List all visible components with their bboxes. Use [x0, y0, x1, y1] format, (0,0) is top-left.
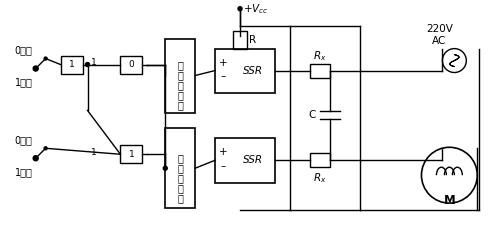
Circle shape: [33, 66, 38, 71]
Bar: [310, 64, 330, 78]
Text: 下: 下: [178, 153, 183, 163]
Text: $R_x$: $R_x$: [313, 171, 326, 185]
Circle shape: [44, 147, 47, 150]
Text: +: +: [219, 58, 228, 67]
Text: AC: AC: [432, 36, 446, 46]
Text: $+V_{cc}$: $+V_{cc}$: [243, 2, 268, 16]
Text: 0正转: 0正转: [15, 135, 32, 145]
Text: –: –: [220, 161, 226, 171]
Text: $R_x$: $R_x$: [313, 50, 326, 63]
Text: 1: 1: [90, 148, 96, 157]
Text: 0: 0: [128, 60, 134, 69]
Text: 1反转: 1反转: [15, 167, 32, 177]
Text: SSR: SSR: [243, 66, 263, 76]
Text: 下: 下: [178, 60, 183, 71]
Bar: [233, 31, 247, 48]
Text: C: C: [308, 110, 316, 120]
Text: 1: 1: [128, 150, 134, 159]
Text: SSR: SSR: [243, 155, 263, 165]
Circle shape: [86, 63, 89, 66]
Bar: [310, 153, 330, 167]
Bar: [166, 128, 195, 208]
Circle shape: [33, 156, 38, 161]
Text: –: –: [220, 72, 226, 82]
Text: 0启动: 0启动: [15, 46, 32, 56]
Text: 时: 时: [178, 193, 183, 203]
Text: 延: 延: [178, 183, 183, 193]
Text: 延: 延: [178, 90, 183, 101]
Text: 220V: 220V: [426, 24, 453, 34]
Text: +: +: [219, 147, 228, 157]
Bar: [120, 145, 142, 163]
Text: 1停止: 1停止: [15, 78, 32, 88]
Bar: [60, 56, 82, 73]
Text: R: R: [249, 35, 256, 45]
Bar: [166, 39, 195, 113]
Text: 沿: 沿: [178, 80, 183, 90]
Text: 沿: 沿: [178, 173, 183, 183]
Text: M: M: [444, 194, 456, 207]
Bar: [120, 56, 142, 73]
Text: 1: 1: [90, 58, 96, 67]
Circle shape: [44, 57, 47, 60]
Text: 降: 降: [178, 71, 183, 80]
Text: 时: 时: [178, 100, 183, 110]
Text: 降: 降: [178, 163, 183, 173]
Bar: [215, 138, 275, 183]
Circle shape: [238, 7, 242, 11]
Bar: [215, 48, 275, 93]
Circle shape: [164, 166, 168, 170]
Text: 1: 1: [68, 60, 74, 69]
